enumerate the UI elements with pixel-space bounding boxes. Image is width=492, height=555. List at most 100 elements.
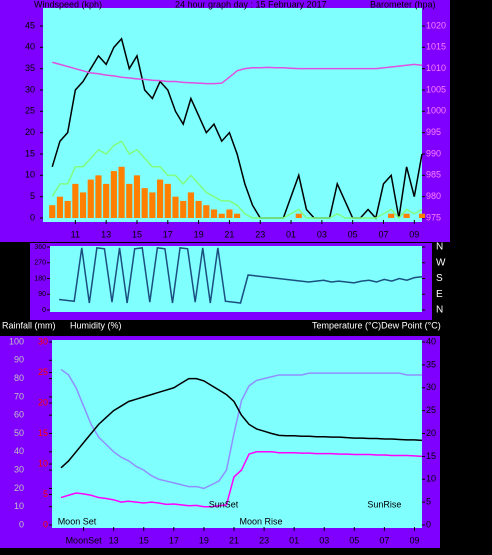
annotation: Moon Set	[58, 516, 97, 526]
y3-tick-label: 20	[38, 397, 48, 407]
x-tick-label: 11	[71, 229, 80, 239]
y3-tick-label: 5	[43, 489, 48, 499]
x-tick-label: 19	[194, 229, 204, 239]
series-line	[52, 61, 423, 85]
x-tick-label: 09	[409, 535, 419, 545]
bar	[87, 179, 94, 218]
bar	[110, 171, 117, 218]
bar	[72, 183, 79, 218]
rainfall-label: Rainfall (mm)	[2, 320, 56, 330]
x-tick-label: 21	[229, 535, 239, 545]
y2-tick-label: 10	[426, 474, 436, 484]
y2-tick-label: 990	[426, 148, 441, 158]
y-tick-label: 10	[25, 170, 35, 180]
y-tick-label: 60	[14, 410, 24, 420]
y-tick-label: 45	[25, 20, 35, 30]
x-tick-label: 13	[101, 229, 111, 239]
bar	[388, 213, 395, 218]
y-tick-label: 10	[14, 501, 24, 511]
y2-tick-label: 35	[426, 359, 436, 369]
series-line	[60, 368, 422, 490]
bar	[180, 200, 187, 218]
annotation: SunRise	[367, 499, 401, 509]
series-line	[51, 140, 423, 220]
windspeed-label: Windspeed (kph)	[34, 0, 102, 9]
y2-tick-label: 25	[426, 405, 436, 415]
bar	[164, 183, 171, 218]
y2-tick-label: 0	[426, 519, 431, 529]
x-tick-label: 13	[109, 535, 119, 545]
y2-tick-label: W	[436, 257, 446, 268]
y3-tick-label: 25	[38, 367, 48, 377]
y2-tick-label: 1010	[426, 63, 446, 73]
bar	[149, 192, 156, 218]
x-tick-label: 01	[289, 535, 299, 545]
y-tick-label: 5	[30, 191, 35, 201]
y-tick-label: 15	[25, 148, 35, 158]
bar	[218, 213, 225, 218]
x-tick-label: 17	[163, 229, 173, 239]
y-tick-label: 40	[25, 42, 35, 52]
y-tick-label: 90	[38, 291, 46, 298]
x-tick-label: 07	[379, 535, 389, 545]
y2-tick-label: N	[436, 305, 443, 316]
y-tick-label: 360	[34, 244, 46, 251]
x-tick-label: 05	[349, 535, 359, 545]
bar	[95, 175, 102, 218]
y2-tick-label: 1005	[426, 84, 446, 94]
x-tick-label: 15	[139, 535, 149, 545]
bar	[126, 183, 133, 218]
y2-tick-label: 40	[426, 336, 436, 346]
y-tick-label: 25	[25, 106, 35, 116]
bar	[56, 196, 64, 218]
series-line	[58, 247, 423, 304]
x-tick-label: 03	[319, 535, 329, 545]
x-tick-label: 15	[132, 229, 142, 239]
y-tick-label: 35	[25, 63, 35, 73]
bar	[141, 188, 148, 218]
y-tick-label: 0	[42, 307, 46, 314]
y3-tick-label: 0	[43, 519, 48, 529]
y2-tick-label: S	[436, 273, 443, 284]
y2-tick-label: 995	[426, 127, 441, 137]
y2-tick-label: 20	[426, 428, 436, 438]
y3-tick-label: 10	[38, 458, 48, 468]
bar	[49, 205, 56, 218]
y-tick-label: 20	[14, 483, 24, 493]
bar	[133, 175, 141, 218]
x-tick-label: 07	[378, 229, 388, 239]
y2-tick-label: 30	[426, 382, 436, 392]
y-tick-label: 30	[14, 464, 24, 474]
bar	[418, 213, 426, 218]
bar	[195, 200, 202, 218]
y-tick-label: 80	[14, 373, 24, 383]
y2-tick-label: 985	[426, 170, 441, 180]
bar	[64, 200, 71, 218]
y-tick-label: 180	[34, 275, 46, 282]
y2-tick-label: 1000	[426, 106, 446, 116]
y2-tick-label: E	[436, 289, 443, 300]
y-tick-label: 100	[9, 336, 24, 346]
humidity-label: Humidity (%)	[70, 320, 122, 330]
bar	[172, 196, 179, 218]
y-tick-label: 0	[30, 212, 35, 222]
bar	[103, 183, 110, 218]
bar	[118, 166, 125, 218]
y2-tick-label: 1015	[426, 42, 446, 52]
y-tick-label: 40	[14, 446, 24, 456]
bar	[234, 213, 241, 218]
series-line	[60, 377, 423, 469]
y2-tick-label: 975	[426, 212, 441, 222]
bar	[210, 209, 218, 218]
annotation: SunSet	[209, 499, 239, 509]
y2-tick-label: 980	[426, 191, 441, 201]
barometer-label: Barometer (hpa)	[370, 0, 436, 9]
x-tick-label: 05	[348, 229, 358, 239]
annotation: Moon Rise	[240, 516, 283, 526]
y2-tick-label: N	[436, 242, 443, 253]
x-tick-label: 23	[259, 535, 269, 545]
y2-tick-label: 15	[426, 451, 436, 461]
y2-tick-label: 5	[426, 497, 431, 507]
x-tick-label: 23	[255, 229, 265, 239]
